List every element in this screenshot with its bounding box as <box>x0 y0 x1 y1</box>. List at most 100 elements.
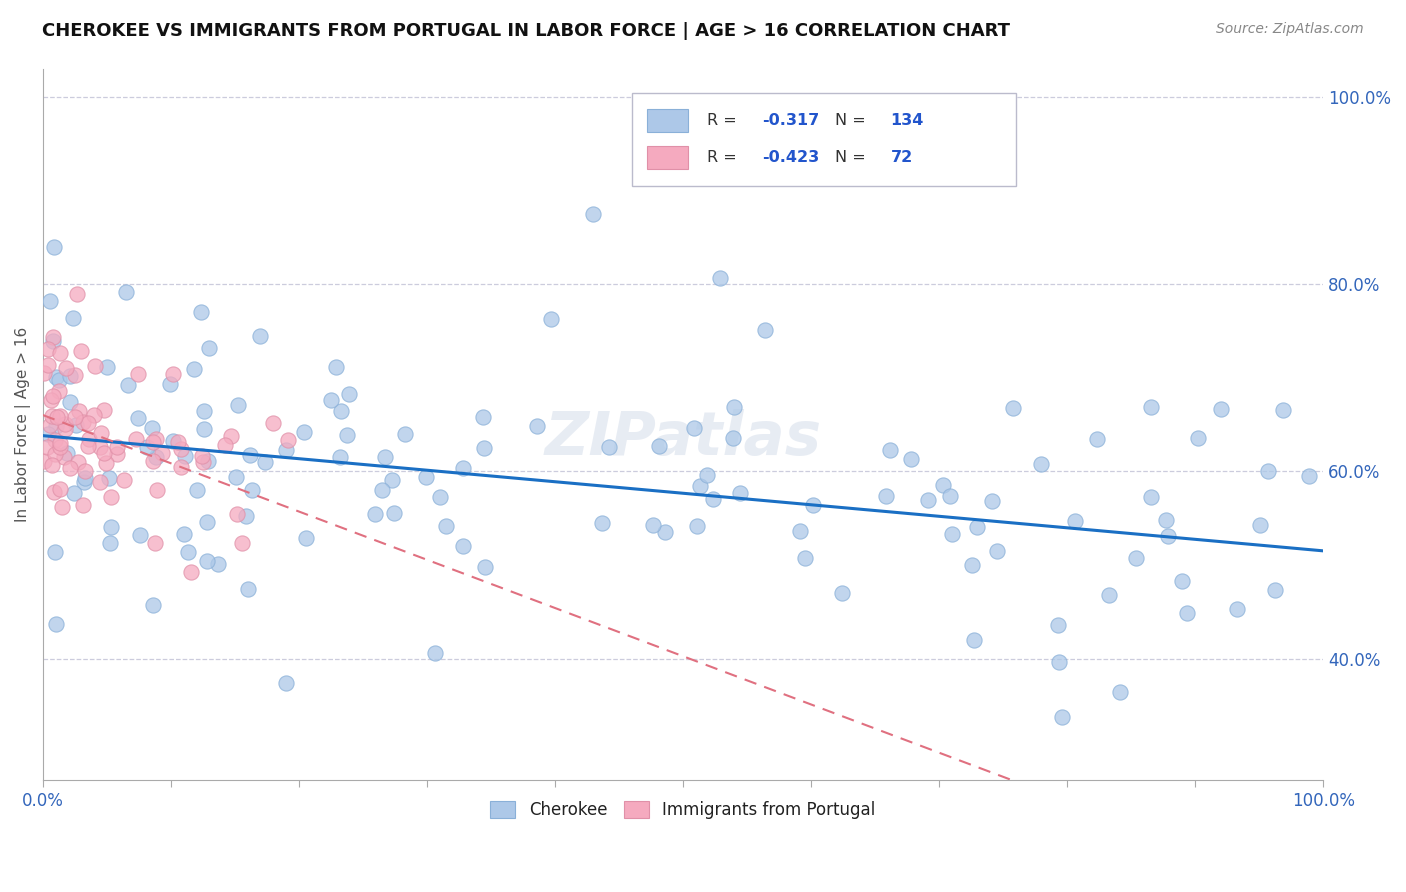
Point <box>238 448 260 462</box>
Point <box>72 498 94 512</box>
Point <box>180 565 202 579</box>
Point <box>474 560 496 574</box>
Point <box>207 557 229 571</box>
Point <box>37 440 59 454</box>
Point <box>72 415 94 429</box>
Point <box>754 323 776 337</box>
Point <box>177 545 200 559</box>
Point <box>135 440 157 454</box>
Point <box>66 455 89 469</box>
Point <box>115 285 138 299</box>
Point <box>879 442 901 457</box>
Point <box>79 433 101 447</box>
Point <box>105 440 128 454</box>
Point <box>900 451 922 466</box>
Text: N =: N = <box>835 113 872 128</box>
Point <box>330 404 353 418</box>
Point <box>226 398 249 412</box>
Point <box>1156 513 1178 527</box>
Point <box>44 447 66 461</box>
Point <box>41 409 63 423</box>
Point <box>225 508 247 522</box>
Point <box>37 359 59 373</box>
Point <box>48 384 70 399</box>
Point <box>48 440 70 454</box>
Point <box>56 446 79 460</box>
Point <box>363 507 385 521</box>
Point <box>162 434 184 449</box>
Point <box>45 370 67 384</box>
Point <box>49 346 72 360</box>
Point <box>46 409 69 424</box>
Point <box>59 368 82 383</box>
Point <box>236 582 259 596</box>
Point <box>319 392 342 407</box>
Point <box>48 409 70 423</box>
Point <box>45 419 67 434</box>
Point <box>1140 400 1163 414</box>
Point <box>1257 464 1279 478</box>
Point <box>59 461 82 475</box>
Point <box>654 525 676 540</box>
Point <box>83 408 105 422</box>
Point <box>41 458 63 472</box>
Point <box>1226 601 1249 615</box>
Point <box>702 492 724 507</box>
Point <box>127 367 149 381</box>
Point <box>197 554 219 568</box>
Point <box>875 489 897 503</box>
Point <box>145 432 167 446</box>
Point <box>150 446 173 460</box>
Point <box>170 459 193 474</box>
Point <box>1063 514 1085 528</box>
Point <box>84 359 107 373</box>
Point <box>235 508 257 523</box>
Point <box>197 454 219 468</box>
Point <box>37 343 59 357</box>
Point <box>1108 685 1130 699</box>
Point <box>112 473 135 487</box>
Point <box>183 362 205 376</box>
Point <box>329 450 352 465</box>
Point <box>128 528 150 542</box>
Point <box>37 427 59 442</box>
Point <box>42 484 65 499</box>
Point <box>190 449 212 463</box>
Point <box>170 442 193 456</box>
Point <box>44 433 66 447</box>
Point <box>917 493 939 508</box>
Point <box>434 519 457 533</box>
Point <box>49 435 72 450</box>
Point <box>240 483 263 497</box>
Point <box>1125 551 1147 566</box>
Point <box>159 377 181 392</box>
Text: 134: 134 <box>890 113 924 128</box>
Point <box>526 418 548 433</box>
Point <box>72 475 94 489</box>
Point <box>225 470 247 484</box>
Point <box>394 427 416 442</box>
Point <box>1298 469 1320 483</box>
Point <box>173 526 195 541</box>
Point <box>1249 518 1271 533</box>
Point <box>276 443 298 458</box>
Text: -0.317: -0.317 <box>762 113 820 128</box>
Point <box>262 416 284 430</box>
Point <box>1271 403 1294 417</box>
Text: R =: R = <box>707 113 742 128</box>
Point <box>730 486 752 500</box>
Point <box>1156 528 1178 542</box>
Point <box>127 411 149 425</box>
Point <box>89 440 111 454</box>
Text: 72: 72 <box>890 150 912 165</box>
Y-axis label: In Labor Force | Age > 16: In Labor Force | Age > 16 <box>15 326 31 522</box>
Point <box>591 516 613 530</box>
Point <box>63 410 86 425</box>
Point <box>1085 432 1108 446</box>
Point <box>96 359 118 374</box>
Point <box>49 482 72 496</box>
Text: CHEROKEE VS IMMIGRANTS FROM PORTUGAL IN LABOR FORCE | AGE > 16 CORRELATION CHART: CHEROKEE VS IMMIGRANTS FROM PORTUGAL IN … <box>42 22 1010 40</box>
Point <box>65 418 87 433</box>
Point <box>53 450 76 465</box>
Point <box>960 558 983 572</box>
